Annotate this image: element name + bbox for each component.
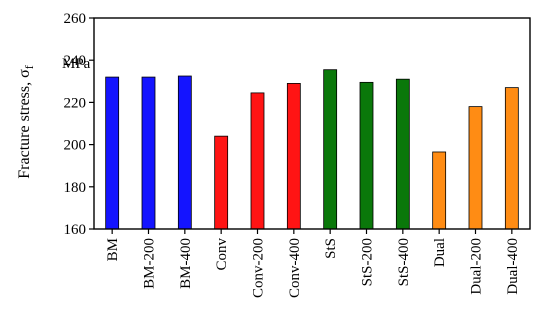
- ticks-layer: 160 180 200 220 240 260 BM BM-200 BM-400 Conv Conv…: [64, 11, 521, 298]
- y-tick-label-180: 180: [64, 180, 87, 196]
- y-tick-label-160: 160: [64, 222, 87, 238]
- x-tick-label-sts-200: StS-200: [360, 238, 376, 286]
- y-axis-label-main: Fracture stress, σ: [16, 69, 33, 179]
- y-tick-label-220: 220: [64, 95, 87, 111]
- bar-sts: [323, 69, 338, 230]
- x-tick-label-dual: Dual: [432, 238, 448, 267]
- bar-sts-200: [359, 81, 374, 230]
- y-tick-label-260: 260: [64, 11, 87, 27]
- x-tick-label-dual-200: Dual-200: [469, 238, 485, 295]
- bar-conv: [214, 135, 229, 230]
- x-tick-label-bm-400: BM-400: [178, 238, 194, 289]
- bar-bm-200: [141, 76, 156, 230]
- bar-dual: [432, 151, 447, 230]
- bar-conv-400: [286, 83, 301, 230]
- y-axis-label-subscript: f: [22, 65, 36, 69]
- x-tick-label-bm: BM: [105, 238, 121, 261]
- x-tick-label-conv-400: Conv-400: [287, 238, 303, 298]
- x-tick-label-sts: StS: [323, 238, 339, 259]
- bars-layer: [105, 69, 519, 230]
- bar-bm-400: [177, 75, 192, 230]
- y-axis-label: Fracture stress, σf: [16, 65, 36, 178]
- y-tick-label-240: 240: [64, 53, 87, 69]
- bar-dual-400: [504, 87, 519, 230]
- x-tick-label-conv: Conv: [214, 238, 230, 271]
- x-tick-label-conv-200: Conv-200: [251, 238, 267, 298]
- plot-frame: [93, 17, 531, 230]
- bar-conv-200: [250, 92, 265, 230]
- y-tick-label-200: 200: [64, 138, 87, 154]
- bar-dual-200: [468, 106, 483, 230]
- y-unit-label: MPa: [62, 56, 91, 72]
- bar-sts-400: [395, 78, 410, 230]
- x-tick-label-dual-400: Dual-400: [505, 238, 521, 295]
- x-tick-label-bm-200: BM-200: [142, 238, 158, 289]
- x-tick-label-sts-400: StS-400: [396, 238, 412, 286]
- bar-bm: [105, 76, 120, 230]
